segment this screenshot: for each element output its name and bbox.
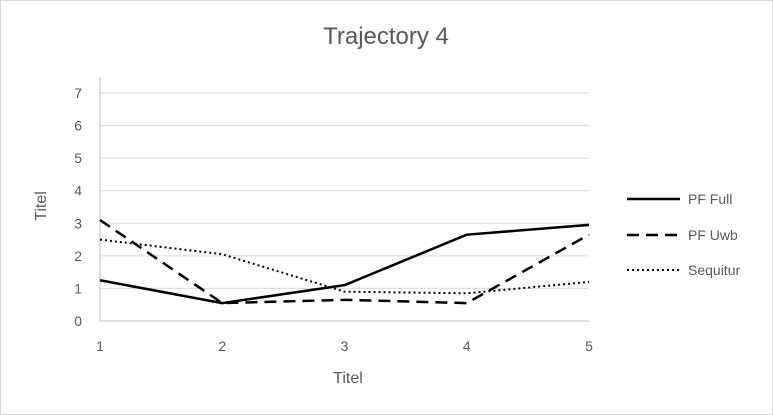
legend-label: PF Full: [688, 191, 732, 207]
y-axis: 0 1 2 3 4 5 6 7: [74, 77, 101, 329]
series-line-pf-uwb: [99, 218, 590, 305]
x-tick-label: 2: [218, 338, 226, 354]
y-tick-label: 2: [74, 248, 82, 264]
legend: PF Full PF Uwb Sequitur: [627, 191, 740, 278]
chart-title: Trajectory 4: [323, 23, 449, 50]
y-tick-label: 0: [74, 313, 82, 329]
y-tick-label: 5: [74, 150, 82, 166]
legend-label: Sequitur: [688, 262, 740, 278]
y-tick-label: 7: [74, 85, 82, 101]
series-lines: [99, 218, 590, 305]
y-tick-label: 3: [74, 215, 82, 231]
series-line-pf-full: [99, 223, 590, 305]
x-tick-label: 3: [341, 338, 349, 354]
x-tick-label: 1: [96, 338, 104, 354]
gridlines: [100, 92, 589, 289]
y-axis-title: Titel: [33, 191, 50, 221]
x-tick-label: 4: [463, 338, 471, 354]
x-axis: 1 2 3 4 5: [96, 320, 593, 354]
series-line-sequitur: [99, 238, 590, 295]
x-axis-title: Titel: [333, 370, 363, 387]
y-tick-label: 4: [74, 183, 82, 199]
legend-label: PF Uwb: [688, 227, 738, 243]
y-tick-label: 6: [74, 118, 82, 134]
x-tick-label: 5: [585, 338, 593, 354]
y-tick-label: 1: [74, 280, 82, 296]
